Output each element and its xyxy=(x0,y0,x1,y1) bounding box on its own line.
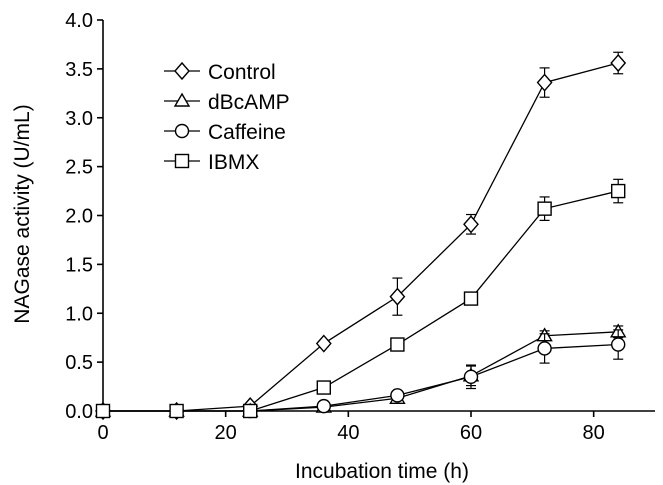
y-tick-label: 1.5 xyxy=(65,254,93,276)
data-point xyxy=(169,403,184,419)
y-tick-label: 0.0 xyxy=(65,401,93,423)
legend-item-caffeine: Caffeine xyxy=(164,121,286,144)
y-tick-label: 4.0 xyxy=(65,10,93,32)
y-tick-label: 3.0 xyxy=(65,108,93,130)
y-tick-label: 2.0 xyxy=(65,206,93,228)
data-point xyxy=(537,201,552,216)
y-axis-title: NAGase activity (U/mL) xyxy=(11,104,34,323)
legend-label: Caffeine xyxy=(208,121,286,144)
data-point xyxy=(463,291,479,306)
x-tick-label: 0 xyxy=(97,422,108,444)
legend-label: Control xyxy=(208,61,276,84)
series-layer xyxy=(94,51,627,421)
legend-marker xyxy=(174,123,190,139)
y-tick-label: 2.5 xyxy=(65,157,93,179)
data-point xyxy=(316,398,331,414)
y-tick-label: 3.5 xyxy=(65,59,93,81)
data-point xyxy=(611,337,626,352)
data-point xyxy=(242,403,258,419)
data-point xyxy=(389,287,406,306)
y-tick-label: 1.0 xyxy=(65,303,93,325)
series-control xyxy=(95,51,627,421)
x-tick-label: 20 xyxy=(215,422,237,444)
legend-item-ibmx: IBMX xyxy=(164,151,259,174)
data-point xyxy=(316,380,331,395)
series-line xyxy=(103,62,619,412)
series-ibmx xyxy=(95,178,626,419)
legend-marker xyxy=(174,153,190,169)
data-point xyxy=(95,403,111,419)
data-point xyxy=(537,341,552,356)
legend-marker xyxy=(173,92,191,107)
x-tick-label: 80 xyxy=(583,422,605,444)
legend-label: dBcAMP xyxy=(208,91,290,114)
data-point xyxy=(315,334,332,353)
data-point xyxy=(463,369,479,384)
axes xyxy=(102,20,655,412)
legend-item-dbcamp: dBcAMP xyxy=(164,91,290,114)
data-point xyxy=(536,73,553,92)
y-tick-label: 0.5 xyxy=(65,352,93,374)
data-point xyxy=(611,183,626,199)
x-axis-title: Incubation time (h) xyxy=(295,460,469,483)
legend: Control dBcAMP Caffeine IBMX xyxy=(164,61,290,174)
x-tick-label: 40 xyxy=(337,422,359,444)
data-point xyxy=(463,215,479,234)
legend-item-control: Control xyxy=(164,61,276,84)
x-tick-label: 60 xyxy=(460,422,482,444)
data-point xyxy=(390,388,405,403)
data-point xyxy=(610,53,627,73)
legend-label: IBMX xyxy=(208,151,259,174)
series-line xyxy=(103,190,619,412)
legend-marker xyxy=(174,61,190,81)
series-dbcamp xyxy=(94,323,627,417)
data-point xyxy=(390,337,405,352)
ticks: 0 20 40 60 80 0.0 0.5 1.0 1.5 2.0 2.5 3.0 3.5 4.0 xyxy=(65,10,605,444)
